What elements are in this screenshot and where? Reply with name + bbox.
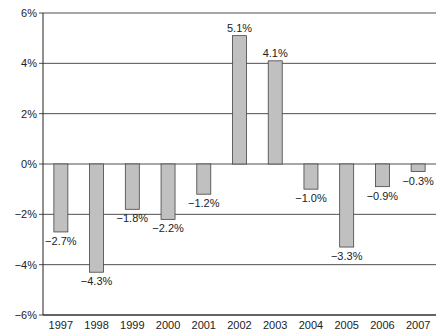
bar	[161, 164, 175, 219]
tick-label: 2%	[21, 108, 37, 120]
category-label: 2000	[156, 319, 180, 331]
x-axis-line	[43, 315, 436, 316]
tick-label: 0%	[21, 158, 37, 170]
category-label: 1999	[120, 319, 144, 331]
data-label: −4.3%	[81, 275, 113, 287]
bar	[197, 164, 211, 194]
data-label: −3.3%	[331, 250, 363, 262]
category-label: 2005	[334, 319, 358, 331]
tick-label: −4%	[15, 259, 38, 271]
bar	[411, 164, 425, 172]
chart-svg: −6% −4% −2% 0% 2% 4% 6% −2.7% −4.3% −1.8%−2.2% −1.…	[0, 0, 441, 334]
tick-label: 4%	[21, 57, 37, 69]
bar	[233, 36, 247, 164]
category-label: 1997	[49, 319, 73, 331]
y-axis-line	[43, 13, 44, 315]
tick-mark	[39, 264, 43, 265]
tick-mark	[39, 214, 43, 215]
tick-label: −6%	[15, 309, 38, 321]
grid-line	[43, 315, 436, 316]
data-label: −2.7%	[45, 235, 77, 247]
data-label: −1.8%	[117, 212, 149, 224]
tick-mark	[39, 113, 43, 114]
bar	[268, 61, 282, 164]
data-label: 4.1%	[263, 47, 288, 59]
tick-mark	[39, 63, 43, 64]
data-label: −2.2%	[152, 222, 184, 234]
data-label: −0.9%	[367, 190, 399, 202]
bar	[340, 164, 354, 247]
x-tick-labels: 1997 1998 1999 2000 2001 2002 2003 2004 2005 2006…	[49, 319, 431, 331]
category-label: 2004	[299, 319, 323, 331]
category-label: 1998	[84, 319, 108, 331]
data-labels: −2.7% −4.3% −1.8%−2.2% −1.2% 5.1% 4.1% −1.0% −3…	[45, 22, 434, 288]
tick-mark	[39, 315, 43, 316]
data-label: −1.0%	[295, 192, 327, 204]
bar	[375, 164, 389, 187]
category-label: 2006	[370, 319, 394, 331]
category-label: 2003	[263, 319, 287, 331]
bars	[54, 36, 425, 273]
bar	[125, 164, 139, 209]
tick-mark	[39, 164, 43, 165]
grid: −6% −4% −2% 0% 2% 4% 6%	[15, 7, 436, 321]
bar	[90, 164, 104, 272]
data-label: −1.2%	[188, 197, 220, 209]
grid-line	[43, 13, 436, 14]
data-label: −0.3%	[402, 175, 434, 187]
chart-container: −6% −4% −2% 0% 2% 4% 6% −2.7% −4.3% −1.8%−2.2% −1.…	[0, 0, 441, 334]
category-label: 2002	[227, 319, 251, 331]
tick-label: 6%	[21, 7, 37, 19]
bar	[304, 164, 318, 189]
bar	[54, 164, 68, 232]
category-label: 2007	[406, 319, 430, 331]
category-label: 2001	[192, 319, 216, 331]
tick-mark	[39, 13, 43, 14]
data-label: 5.1%	[227, 22, 252, 34]
tick-label: −2%	[15, 208, 38, 220]
